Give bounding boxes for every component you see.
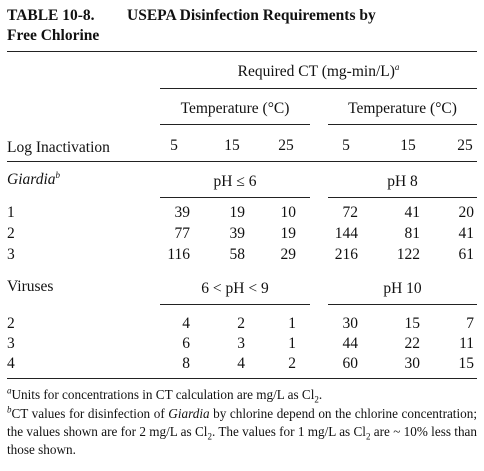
viruses-label: Viruses <box>7 278 54 295</box>
ct-value: 1 <box>288 315 296 332</box>
ct-value: 116 <box>167 246 190 263</box>
footnote-a: aUnits for concentrations in CT calculat… <box>7 385 323 405</box>
temperature-header-left: Temperature (°C) <box>180 100 290 117</box>
ct-value: 144 <box>334 225 358 242</box>
temp-col-4: 5 <box>342 137 350 154</box>
ct-value: 4 <box>237 355 245 372</box>
ct-value: 72 <box>342 204 359 221</box>
log-value: 2 <box>7 225 15 242</box>
ct-value: 15 <box>404 315 421 332</box>
table-title: TABLE 10-8. USEPA Disinfection Requiremen… <box>7 6 477 46</box>
ct-value: 58 <box>229 246 246 263</box>
ct-value: 29 <box>280 246 297 263</box>
ct-value: 19 <box>280 225 297 242</box>
ct-value: 30 <box>342 315 359 332</box>
giardia-ph-left: pH ≤ 6 <box>213 173 257 190</box>
ct-value: 216 <box>334 246 358 263</box>
ct-value: 41 <box>458 225 475 242</box>
ct-value: 22 <box>404 335 421 352</box>
ct-value: 15 <box>458 355 475 372</box>
ct-value: 8 <box>182 355 190 372</box>
ct-value: 4 <box>182 315 190 332</box>
log-value: 3 <box>7 246 15 263</box>
top-rule <box>7 51 477 52</box>
ct-value: 39 <box>174 204 191 221</box>
temp-col-5: 15 <box>400 137 416 154</box>
ct-value: 19 <box>229 204 246 221</box>
log-inactivation-header: Log Inactivation <box>7 139 110 156</box>
required-ct-rule <box>160 88 477 89</box>
ct-value: 11 <box>459 335 474 352</box>
giardia-ph-rule-right <box>328 197 477 198</box>
ct-value: 7 <box>466 315 474 332</box>
ct-value: 30 <box>404 355 421 372</box>
viruses-ph-rule-left <box>160 304 310 305</box>
table-title-line1: USEPA Disinfection Requirements by <box>127 7 376 24</box>
header-bottom-rule <box>7 161 477 162</box>
viruses-ph-left: 6 < pH < 9 <box>201 280 269 297</box>
log-value: 2 <box>7 315 15 332</box>
log-value: 4 <box>7 355 15 372</box>
ct-value: 2 <box>237 315 245 332</box>
temp-col-1: 5 <box>170 137 178 154</box>
log-value: 1 <box>7 204 15 221</box>
ct-value: 61 <box>458 246 475 263</box>
giardia-label: Giardiab <box>7 169 61 188</box>
footnote-b: bCT values for disinfection of Giardia b… <box>7 404 477 457</box>
ct-value: 6 <box>182 335 190 352</box>
table-number: TABLE 10-8. <box>7 7 95 24</box>
ct-value: 41 <box>404 204 421 221</box>
ct-value: 20 <box>458 204 475 221</box>
ct-value: 77 <box>174 225 191 242</box>
temperature-header-right: Temperature (°C) <box>348 100 457 117</box>
ct-value: 3 <box>237 335 245 352</box>
ct-value: 1 <box>288 335 296 352</box>
temp-col-3: 25 <box>278 137 294 154</box>
ct-value: 44 <box>342 335 359 352</box>
temp-col-6: 25 <box>457 137 473 154</box>
ct-value: 10 <box>280 204 297 221</box>
ct-value: 122 <box>396 246 420 263</box>
ct-value: 81 <box>404 225 421 242</box>
giardia-ph-right: pH 8 <box>387 173 418 190</box>
temperature-rule-right <box>328 124 477 125</box>
table-title-line2: Free Chlorine <box>7 27 100 44</box>
ct-value: 39 <box>229 225 246 242</box>
giardia-ph-rule-left <box>160 197 310 198</box>
required-ct-header: Required CT (mg-min/L)a <box>237 61 400 80</box>
ct-value: 2 <box>288 355 296 372</box>
ct-value: 60 <box>342 355 359 372</box>
viruses-ph-rule-right <box>328 304 477 305</box>
temp-col-2: 15 <box>224 137 240 154</box>
table-bottom-rule <box>7 378 477 379</box>
viruses-ph-right: pH 10 <box>383 280 422 297</box>
temperature-rule-left <box>160 124 310 125</box>
log-value: 3 <box>7 335 15 352</box>
